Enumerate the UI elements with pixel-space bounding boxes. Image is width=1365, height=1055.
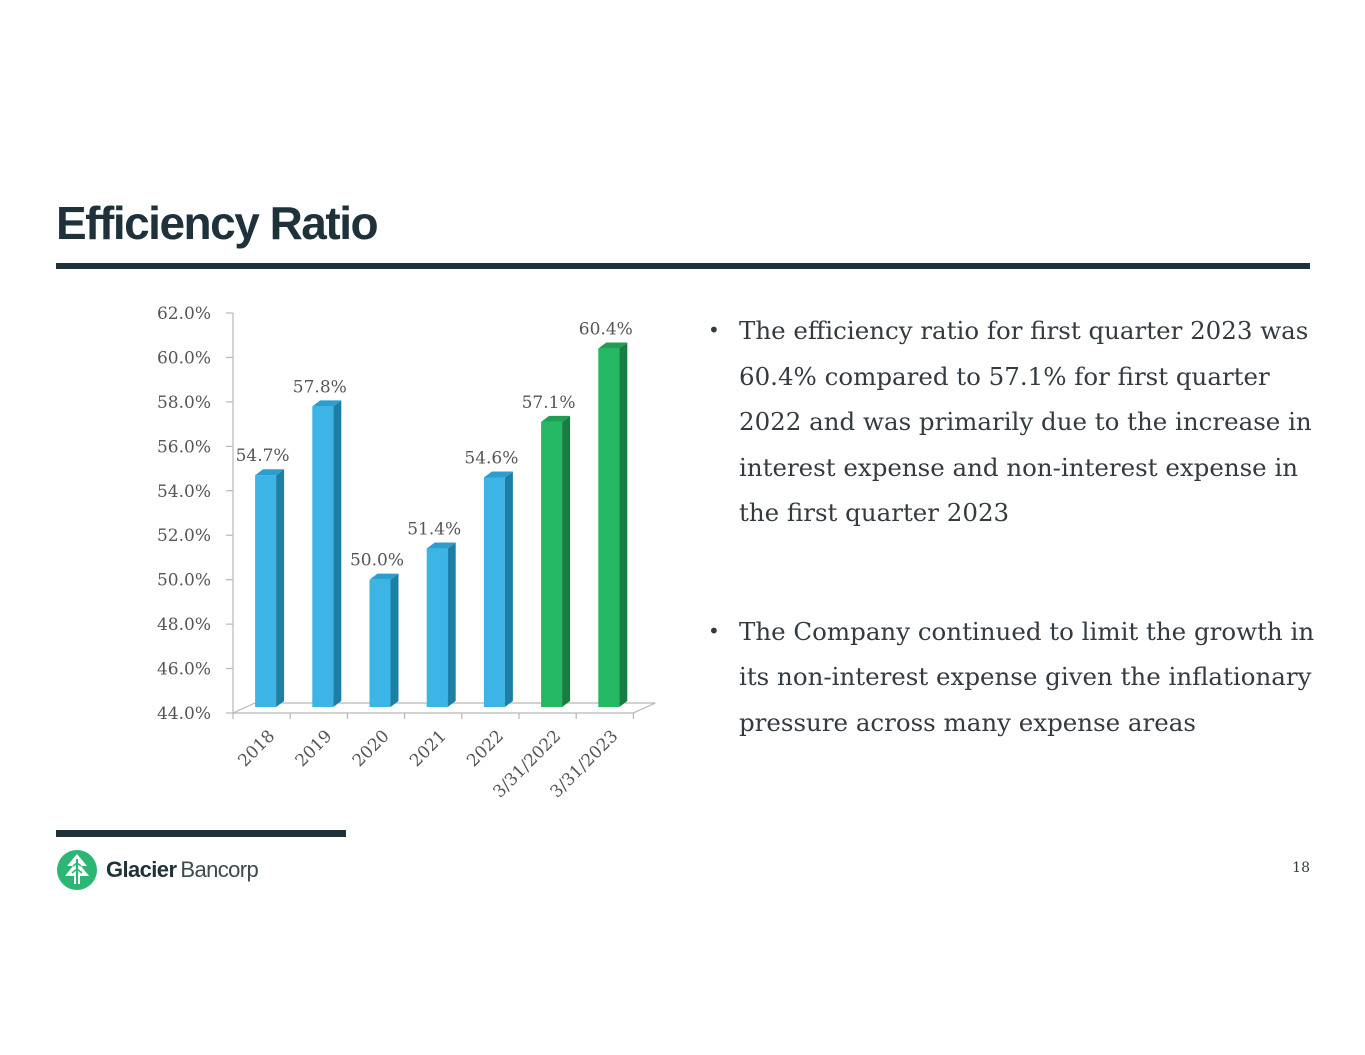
bar-top [426,542,456,549]
bar [369,579,391,707]
y-tick-label: 58.0% [157,393,211,413]
bar-side [390,573,399,707]
data-label: 54.6% [464,448,518,468]
x-tick-label: 2019 [292,726,337,771]
bar [598,348,620,707]
bullet-item: • The efficiency ratio for first quarter… [708,308,1318,536]
data-label: 57.1% [522,393,576,413]
bullet-dot-icon: • [708,618,720,643]
bullet-text: The efficiency ratio for first quarter 2… [739,316,1312,527]
y-tick-label: 50.0% [157,571,211,591]
x-tick-label: 2018 [234,726,279,771]
bar-side [447,542,456,707]
logo-name-strong: Glacier [106,857,177,882]
page-title: Efficiency Ratio [56,197,379,249]
title-divider [56,263,1310,269]
footer-divider [56,830,346,837]
bar-top [541,415,571,422]
bullet-list: • The efficiency ratio for first quarter… [708,308,1318,745]
evergreen-tree-icon [57,850,97,890]
bar [426,548,448,707]
x-tick-label: 2021 [406,726,451,771]
y-tick-label: 52.0% [157,526,211,546]
bar [312,406,334,707]
bar-top [598,342,628,349]
bar-top [483,471,513,478]
y-tick-label: 48.0% [157,615,211,635]
bar-top [369,573,399,580]
y-tick-label: 44.0% [157,704,211,724]
data-label: 51.4% [407,520,461,540]
data-label: 60.4% [579,320,633,340]
x-tick-label: 2022 [463,726,508,771]
bar-side [562,415,571,707]
logo-name-light: Bancorp [180,857,259,882]
efficiency-ratio-chart: 44.0% 46.0% 48.0% 50.0% 52.0% 54.0% 56.0% 58.0%… [157,304,656,802]
y-tick-label: 54.0% [157,482,211,502]
bullet-text: The Company continued to limit the growt… [739,616,1315,737]
data-label: 54.7% [236,446,290,466]
bar [255,475,277,707]
bar [483,477,505,707]
bar-side [504,471,513,707]
data-label: 50.0% [350,551,404,571]
data-label: 57.8% [293,377,347,397]
x-tick-label: 2020 [349,726,394,771]
y-tick-label: 60.0% [157,348,211,368]
bullet-item: • The Company continued to limit the gro… [708,609,1318,746]
bar-side [619,342,628,707]
bar [541,421,563,707]
bullet-dot-icon: • [708,318,720,342]
bar-side [333,400,342,707]
y-tick-label: 62.0% [157,304,211,324]
page-number: 18 [1292,860,1310,876]
bar-side [276,469,285,707]
y-tick-label: 56.0% [157,437,211,457]
bar-top [312,400,342,407]
bar-top [255,469,285,476]
company-logo: Glacier Bancorp [56,849,259,891]
y-tick-label: 46.0% [157,660,211,680]
